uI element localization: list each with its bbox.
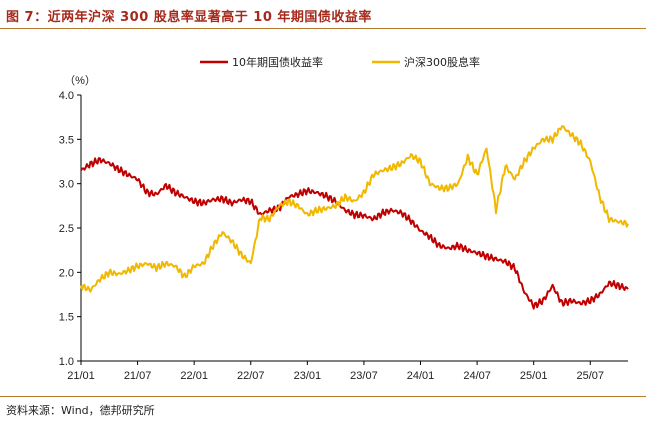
- x-tick-label: 24/07: [463, 370, 491, 382]
- source-note: 资料来源：Wind，德邦研究所: [6, 404, 155, 417]
- y-tick-label: 3.0: [59, 179, 74, 191]
- series-line-bond-yield: [80, 157, 629, 310]
- legend-label-dividend-yield: 沪深300股息率: [404, 55, 480, 69]
- x-tick-label: 22/01: [180, 370, 208, 382]
- y-axis-unit: （%）: [64, 74, 96, 87]
- x-tick-label: 21/07: [124, 370, 152, 382]
- x-tick-label: 22/07: [237, 370, 265, 382]
- legend-label-bond-yield: 10年期国债收益率: [232, 55, 323, 69]
- y-tick-label: 2.0: [59, 267, 74, 279]
- x-tick-label: 25/07: [577, 370, 605, 382]
- y-tick-label: 4.0: [59, 90, 74, 102]
- x-tick-label: 23/01: [294, 370, 322, 382]
- y-tick-label: 2.5: [59, 223, 74, 235]
- x-tick-label: 21/01: [67, 370, 95, 382]
- figure-title: 图 7：近两年沪深 300 股息率显著高于 10 年期国债收益率: [6, 10, 372, 25]
- y-tick-label: 3.5: [59, 134, 74, 146]
- source-divider: [0, 396, 646, 397]
- x-tick-label: 23/07: [350, 370, 378, 382]
- x-tick-label: 25/01: [520, 370, 548, 382]
- x-tick-label: 24/01: [407, 370, 435, 382]
- y-tick-label: 1.0: [59, 356, 74, 368]
- series-line-dividend-yield: [80, 125, 629, 293]
- title-divider: [0, 28, 646, 29]
- y-tick-label: 1.5: [59, 312, 74, 324]
